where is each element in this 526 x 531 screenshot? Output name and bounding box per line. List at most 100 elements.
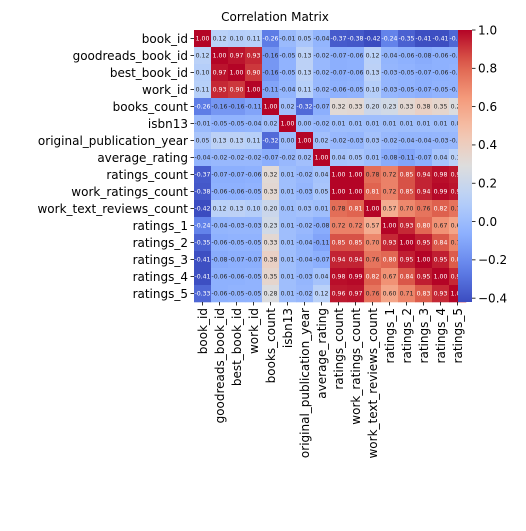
cell-value-label: 0.95 xyxy=(400,257,414,264)
cell-value-label: 0.97 xyxy=(213,70,227,77)
cell-value-label: -0.02 xyxy=(296,291,312,298)
cell-value-label: 0.10 xyxy=(366,87,380,94)
cell-value-label: -0.04 xyxy=(313,36,329,43)
cell-value-label: -0.03 xyxy=(381,87,397,94)
cell-value-label: 0.85 xyxy=(400,172,414,179)
cell-value-label: 1.00 xyxy=(298,138,312,145)
cell-value-label: 0.01 xyxy=(281,274,295,281)
cell-value-label: 0.72 xyxy=(383,172,397,179)
cell-value-label: 0.13 xyxy=(213,138,227,145)
cell-value-label: 0.93 xyxy=(400,223,414,230)
cell-value-label: 1.00 xyxy=(366,206,380,213)
x-axis-labels: book_id goodreads_book_id best_book_id work… xyxy=(196,302,465,459)
cell-value-label: 0.02 xyxy=(298,155,312,162)
cell-value-label: 0.81 xyxy=(349,206,363,213)
cell-value-label: 1.00 xyxy=(264,104,278,111)
cell-value-label: -0.35 xyxy=(398,36,414,43)
cell-value-label: -0.11 xyxy=(245,104,261,111)
cell-value-label: 0.72 xyxy=(332,223,346,230)
cell-value-label: 0.82 xyxy=(366,274,380,281)
x-tick-label: best_book_id xyxy=(230,308,244,386)
cell-value-label: 0.01 xyxy=(400,121,414,128)
cell-value-label: -0.04 xyxy=(296,257,312,264)
cell-value-label: 0.04 xyxy=(315,172,329,179)
cell-value-label: 0.04 xyxy=(315,274,329,281)
cell-value-label: 0.00 xyxy=(298,121,312,128)
cell-value-label: -0.11 xyxy=(262,87,278,94)
cell-value-label: 0.57 xyxy=(383,206,397,213)
cell-value-label: -0.41 xyxy=(432,36,448,43)
cell-value-label: 1.00 xyxy=(349,172,363,179)
cell-value-label: 0.32 xyxy=(332,104,346,111)
cell-value-label: 0.01 xyxy=(332,121,346,128)
x-tick-label: work_ratings_count xyxy=(349,308,363,425)
cell-value-label: 0.94 xyxy=(417,172,431,179)
cell-value-label: 1.00 xyxy=(383,223,397,230)
cell-value-label: -0.04 xyxy=(381,53,397,60)
cell-value-label: -0.04 xyxy=(296,240,312,247)
cell-value-label: -0.32 xyxy=(262,138,278,145)
cell-value-label: -0.02 xyxy=(313,87,329,94)
x-tick-label: ratings_3 xyxy=(417,308,431,363)
cell-value-label: 1.00 xyxy=(213,53,227,60)
colorbar-tick-label: 0.4 xyxy=(478,138,497,152)
x-tick-label: ratings_4 xyxy=(434,308,448,363)
cell-value-label: 0.84 xyxy=(400,274,414,281)
x-tick-label: ratings_5 xyxy=(451,308,465,363)
cell-value-label: 0.01 xyxy=(417,121,431,128)
cell-value-label: 0.35 xyxy=(264,274,278,281)
cell-value-label: -0.06 xyxy=(432,53,448,60)
cell-value-label: 1.00 xyxy=(281,121,295,128)
cell-value-label: -0.05 xyxy=(228,240,244,247)
cell-value-label: -0.26 xyxy=(262,36,278,43)
cell-value-label: -0.05 xyxy=(398,87,414,94)
cell-value-label: -0.24 xyxy=(194,223,210,230)
cell-value-label: 0.70 xyxy=(366,240,380,247)
cell-value-label: 0.11 xyxy=(298,87,312,94)
cell-value-label: 0.97 xyxy=(230,53,244,60)
y-tick-label: best_book_id xyxy=(110,66,188,80)
cell-value-label: 0.96 xyxy=(332,291,346,298)
cell-value-label: -0.08 xyxy=(211,257,227,264)
cell-value-label: -0.41 xyxy=(194,274,210,281)
y-tick-label: work_ratings_count xyxy=(71,185,188,199)
cell-value-label: 0.04 xyxy=(434,155,448,162)
cell-value-label: 0.90 xyxy=(247,70,261,77)
cell-value-label: -0.16 xyxy=(262,70,278,77)
cell-value-label: 1.00 xyxy=(332,172,346,179)
cell-value-label: 0.01 xyxy=(383,121,397,128)
cell-value-label: 0.33 xyxy=(264,240,278,247)
cell-value-label: 1.00 xyxy=(247,87,261,94)
cell-value-label: 0.78 xyxy=(332,206,346,213)
colorbar-tick-label: 0.0 xyxy=(478,215,497,229)
cell-value-label: 0.01 xyxy=(281,223,295,230)
cell-value-label: 1.00 xyxy=(417,257,431,264)
cell-value-label: -0.02 xyxy=(296,172,312,179)
x-tick-label: book_id xyxy=(196,308,210,354)
colorbar-tick-label: −0.4 xyxy=(478,291,507,305)
x-tick-label: work_id xyxy=(247,308,261,354)
cell-value-label: -0.07 xyxy=(262,155,278,162)
cell-value-label: -0.06 xyxy=(228,189,244,196)
cell-value-label: 0.94 xyxy=(349,257,363,264)
cell-value-label: 0.71 xyxy=(400,291,414,298)
cell-value-label: -0.07 xyxy=(313,104,329,111)
x-tick-label: ratings_count xyxy=(332,308,346,390)
cell-value-label: -0.06 xyxy=(211,240,227,247)
cell-value-label: 1.00 xyxy=(196,36,210,43)
cell-value-label: -0.05 xyxy=(245,189,261,196)
cell-value-label: 0.99 xyxy=(349,274,363,281)
y-tick-label: average_rating xyxy=(97,151,188,165)
cell-value-label: -0.02 xyxy=(211,155,227,162)
cell-value-label: -0.06 xyxy=(245,172,261,179)
cell-value-label: -0.08 xyxy=(313,223,329,230)
cell-value-label: 0.04 xyxy=(332,155,346,162)
y-tick-label: ratings_4 xyxy=(133,270,188,284)
x-tick-label: average_rating xyxy=(315,308,329,399)
cell-value-label: 0.01 xyxy=(349,121,363,128)
cell-value-label: 0.70 xyxy=(400,206,414,213)
cell-value-label: 0.33 xyxy=(400,104,414,111)
cell-value-label: 0.03 xyxy=(366,138,380,145)
cell-value-label: -0.06 xyxy=(228,274,244,281)
cell-value-label: 0.84 xyxy=(434,240,448,247)
